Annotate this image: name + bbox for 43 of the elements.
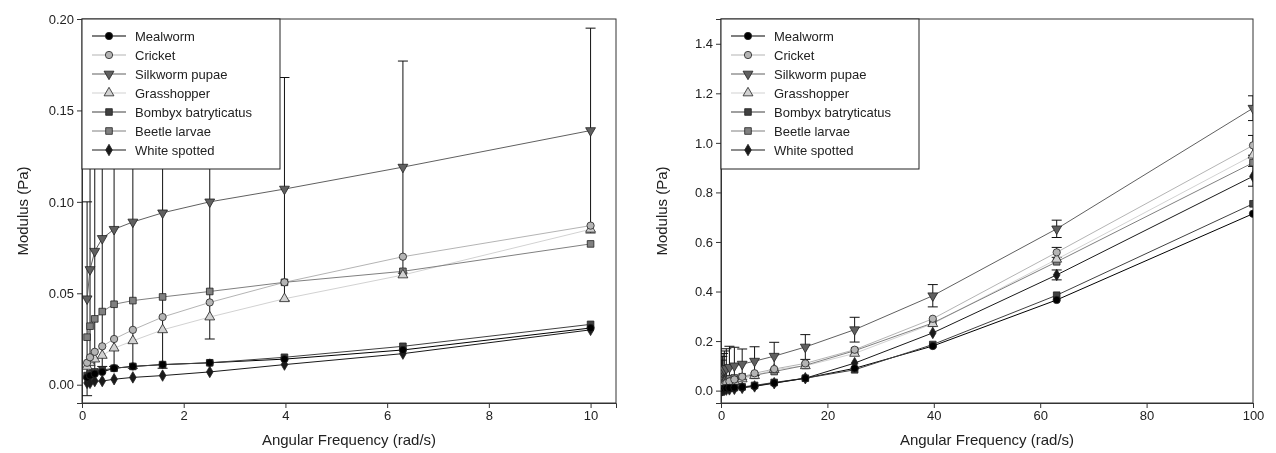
x-tick-label: 2 [180,408,188,424]
legend-label: Silkworm pupae [135,67,228,82]
x-tick-label: 0 [717,408,726,424]
legend-label: Beetle larvae [774,124,850,139]
y-axis-title: Modulus (Pa) [14,166,31,256]
legend-label: Bombyx batryticatus [774,105,892,120]
legend-label: Beetle larvae [135,124,211,139]
y-tick-label: 0.2 [694,333,713,349]
legend-label: Bombyx batryticatus [135,105,253,120]
y-tick-label: 0.20 [48,11,74,27]
y-tick-label: 1.4 [694,36,713,52]
x-tick-label: 100 [1242,408,1265,424]
x-tick-label: 10 [583,408,599,424]
x-axis-title: Angular Frequency (rad/s) [899,431,1075,448]
x-tick-label: 8 [485,408,493,424]
x-tick-label: 6 [384,408,392,424]
legend-label: Mealworm [135,29,195,44]
legend-label: Grasshopper [774,86,850,101]
y-axis-title: Modulus (Pa) [653,166,670,256]
x-axis-title: Angular Frequency (rad/s) [261,431,437,448]
y-tick-label: 0.0 [694,383,713,399]
x-tick-label: 20 [820,408,836,424]
legend-label: Cricket [774,48,815,63]
y-tick-label: 0.10 [48,194,74,210]
y-tick-label: 0.05 [48,285,74,301]
y-tick-label: 0.8 [694,185,713,201]
y-tick-label: 0.6 [694,234,713,250]
x-tick-label: 80 [1139,408,1155,424]
x-tick-label: 60 [1033,408,1048,424]
x-tick-label: 0 [78,408,87,424]
y-tick-label: 0.00 [48,377,74,393]
y-tick-label: 1.0 [694,135,713,151]
legend-label: Cricket [135,48,176,63]
legend-label: Grasshopper [135,86,211,101]
x-tick-label: 4 [282,408,290,424]
y-tick-label: 0.15 [48,103,74,119]
legend-label: Silkworm pupae [774,67,867,82]
y-tick-label: 0.4 [694,284,713,300]
legend-label: White spotted [774,143,854,158]
legend-label: White spotted [135,143,215,158]
legend-label: Mealworm [774,29,834,44]
y-tick-label: 1.2 [694,85,713,101]
x-tick-label: 40 [927,408,942,424]
